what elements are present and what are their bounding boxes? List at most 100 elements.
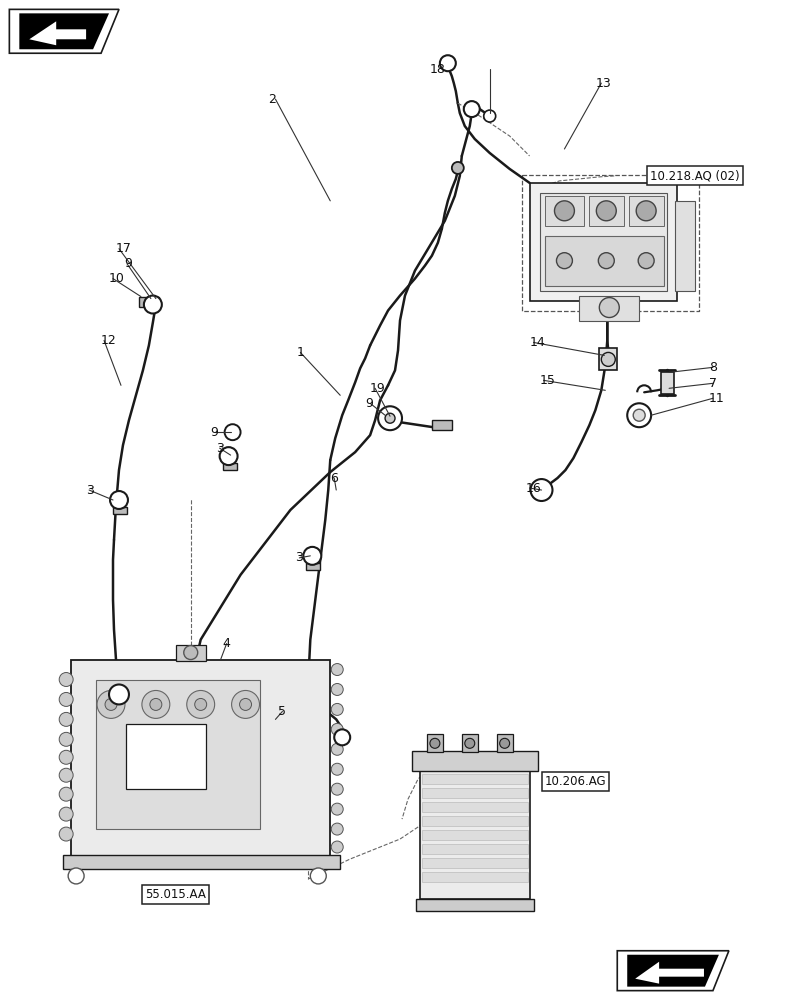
Text: 3: 3 [296, 551, 303, 564]
Bar [63, 855, 340, 869]
Circle shape [636, 201, 656, 221]
Circle shape [331, 783, 343, 795]
Circle shape [183, 646, 198, 660]
Circle shape [68, 868, 84, 884]
Text: 8: 8 [709, 361, 717, 374]
Bar [422, 872, 528, 882]
Circle shape [465, 738, 475, 748]
Circle shape [59, 673, 74, 686]
Text: 4: 4 [223, 637, 230, 650]
Circle shape [149, 301, 157, 309]
Circle shape [225, 452, 233, 460]
Polygon shape [19, 13, 109, 49]
Polygon shape [635, 962, 704, 984]
Circle shape [105, 698, 117, 710]
Circle shape [599, 253, 614, 269]
Circle shape [229, 429, 236, 435]
Bar [306, 563, 320, 570]
Text: 17: 17 [116, 242, 132, 255]
Circle shape [531, 479, 553, 501]
Circle shape [115, 496, 123, 504]
Text: 6: 6 [330, 472, 338, 485]
Circle shape [499, 738, 510, 748]
Circle shape [484, 110, 495, 122]
Circle shape [557, 253, 572, 269]
Polygon shape [29, 21, 86, 45]
Circle shape [600, 298, 619, 318]
Circle shape [59, 692, 74, 706]
Bar [422, 774, 528, 784]
Circle shape [110, 491, 128, 509]
Bar [432, 420, 452, 430]
Circle shape [187, 690, 215, 718]
Bar [497, 734, 512, 752]
Bar [661, 372, 674, 394]
Text: 15: 15 [540, 374, 555, 387]
Bar [223, 463, 237, 470]
Text: 19: 19 [370, 382, 386, 395]
Bar [113, 507, 127, 514]
Bar [422, 816, 528, 826]
Circle shape [59, 807, 74, 821]
Circle shape [59, 768, 74, 782]
Circle shape [309, 552, 316, 560]
Bar [96, 680, 260, 829]
Bar [675, 201, 695, 291]
Circle shape [232, 690, 259, 718]
Text: 9: 9 [365, 397, 373, 410]
Bar [139, 297, 159, 307]
Text: 10.218.AQ (02): 10.218.AQ (02) [650, 169, 740, 182]
Text: 9: 9 [124, 257, 132, 270]
Circle shape [440, 55, 456, 71]
Circle shape [59, 732, 74, 746]
Bar [412, 751, 537, 771]
Text: 2: 2 [268, 93, 276, 106]
Bar [416, 899, 533, 911]
Bar [545, 196, 584, 226]
Text: 11: 11 [709, 392, 725, 405]
Bar [579, 296, 639, 320]
Text: 14: 14 [529, 336, 545, 349]
Circle shape [59, 787, 74, 801]
Circle shape [225, 424, 241, 440]
Circle shape [195, 698, 207, 710]
Circle shape [59, 712, 74, 726]
Circle shape [220, 447, 238, 465]
Bar [427, 734, 443, 752]
Circle shape [484, 110, 495, 122]
Circle shape [627, 403, 651, 427]
Text: 7: 7 [709, 377, 717, 390]
Circle shape [596, 201, 617, 221]
Polygon shape [627, 955, 719, 987]
Text: 18: 18 [430, 63, 446, 76]
Circle shape [331, 703, 343, 715]
Polygon shape [617, 951, 729, 991]
Circle shape [239, 698, 251, 710]
Circle shape [430, 738, 440, 748]
Bar [422, 788, 528, 798]
Circle shape [310, 868, 326, 884]
Circle shape [378, 406, 402, 430]
Circle shape [59, 827, 74, 841]
Circle shape [114, 689, 124, 699]
Bar [589, 196, 625, 226]
Circle shape [149, 698, 162, 710]
Bar [126, 724, 206, 789]
Circle shape [536, 484, 548, 496]
Bar [420, 769, 529, 899]
Circle shape [331, 683, 343, 695]
Text: 10: 10 [109, 272, 125, 285]
Circle shape [554, 201, 574, 221]
Polygon shape [10, 9, 119, 53]
Circle shape [142, 690, 170, 718]
Bar [422, 844, 528, 854]
Bar [176, 645, 206, 661]
Circle shape [331, 841, 343, 853]
Bar [540, 193, 667, 291]
Bar [545, 236, 664, 286]
Circle shape [385, 413, 395, 423]
Text: 9: 9 [211, 426, 218, 439]
Bar [422, 830, 528, 840]
Bar [529, 183, 677, 301]
Bar [600, 348, 617, 370]
